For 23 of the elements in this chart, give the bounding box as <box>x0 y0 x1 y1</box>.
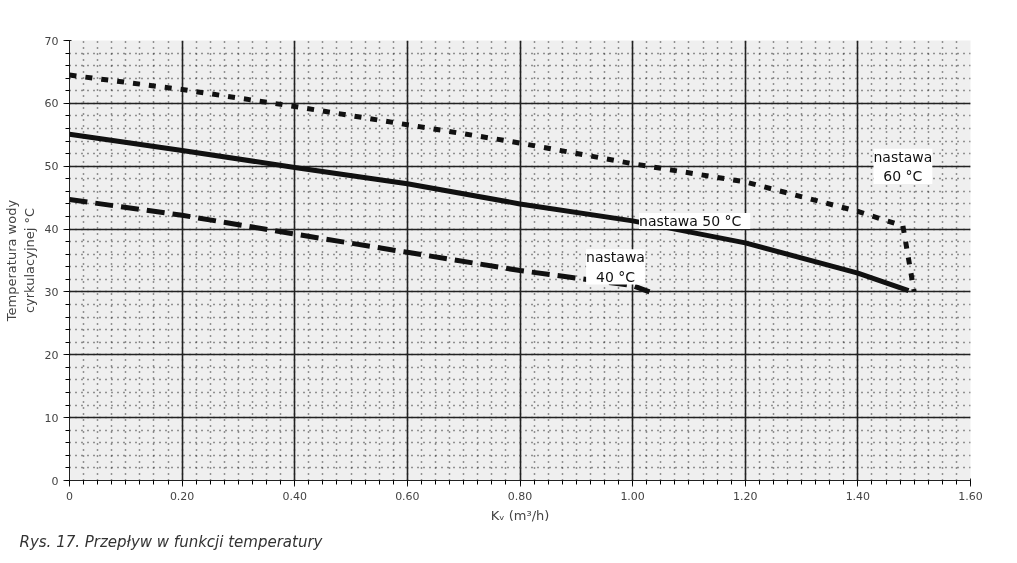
series-label: nastawa 50 °C <box>639 212 742 229</box>
x-tick-label: 0.40 <box>282 489 307 503</box>
y-tick-label: 0 <box>51 474 59 488</box>
x-tick-label: 0.60 <box>395 489 420 503</box>
x-tick-label: 1.20 <box>733 489 758 503</box>
y-tick-label: 40 <box>44 223 59 237</box>
x-tick-label: 1.00 <box>620 489 645 503</box>
y-tick-label: 10 <box>44 411 59 425</box>
x-tick-label: 0 <box>66 489 73 503</box>
y-tick-label: 20 <box>44 348 59 362</box>
series-label: nastawa 40 °C <box>586 249 645 285</box>
x-tick-label: 1.60 <box>958 489 983 503</box>
text: nastawa 60 °C <box>873 148 933 185</box>
x-tick-label: 0.20 <box>169 489 195 503</box>
y-tick-label: 30 <box>44 285 59 299</box>
y-tick-label: 60 <box>44 97 59 111</box>
x-tick-label: 1.40 <box>845 489 871 503</box>
y-axis-title: Temperatura wody cyrkulacyjnej °C <box>3 199 37 323</box>
text: Rys. 17. Przepływ w funkcji temperatury <box>19 532 324 551</box>
y-tick-label: 50 <box>44 160 59 174</box>
x-axis-title: Kᵥ (m³/h) <box>490 507 550 523</box>
y-tick-label: 70 <box>44 34 59 48</box>
x-tick-label: 0.80 <box>507 489 533 503</box>
